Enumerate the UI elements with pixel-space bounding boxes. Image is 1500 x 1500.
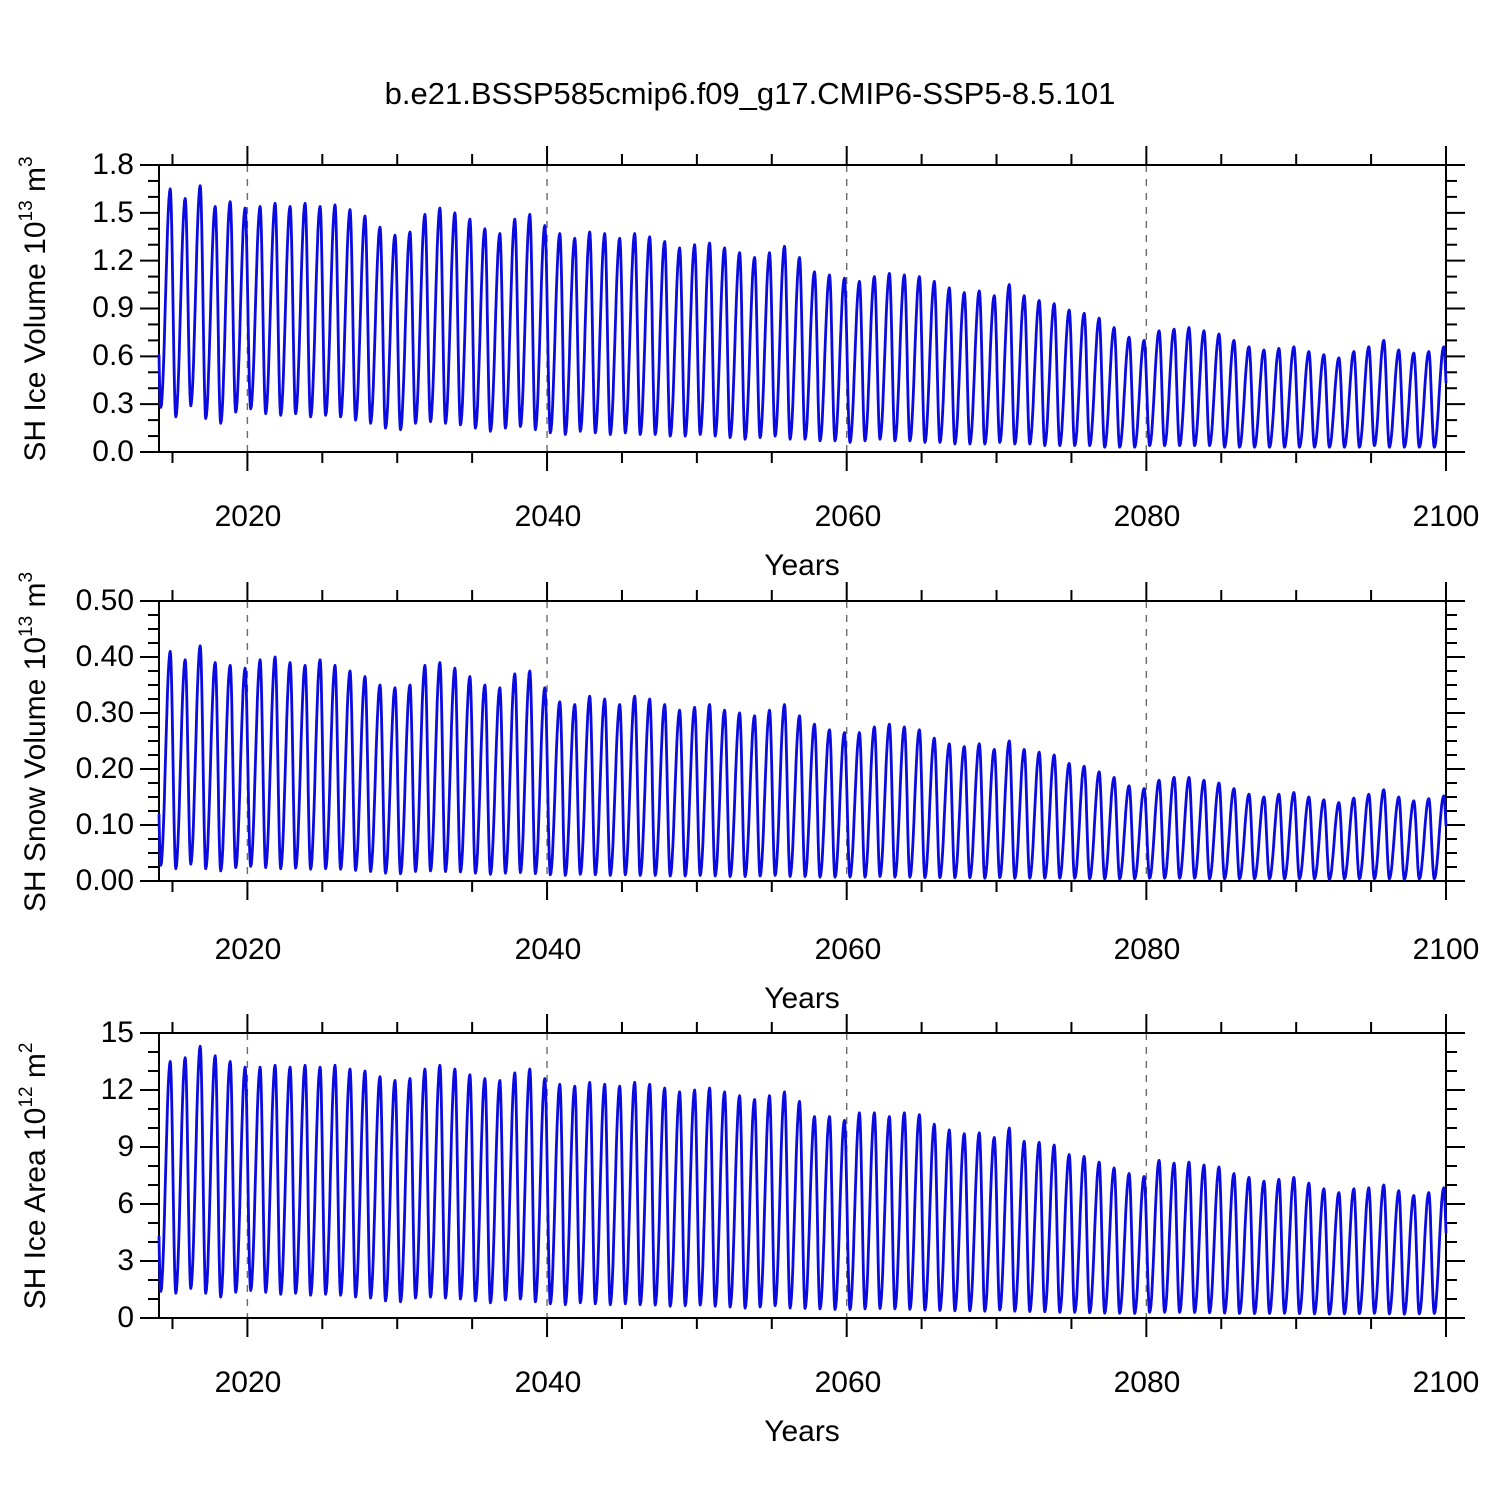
p2-xtick-label: 2040 [514,933,582,966]
p2-xtick-label: 2020 [214,933,282,966]
p2-ytick-label: 0.20 [75,752,134,785]
p1-ytick-label: 0.0 [92,435,134,468]
p1-xtick-label: 2080 [1113,500,1181,533]
p3-yaxis-title-unit-exp: 2 [16,1042,37,1054]
p3-xaxis-title: Years [764,1415,840,1448]
p1-xtick-label: 2100 [1412,500,1480,533]
p2-ytick-label: 0.10 [75,808,134,841]
p2-xtick-label: 2100 [1412,933,1480,966]
p2-xtick-label: 2060 [814,933,882,966]
p3-yaxis-title: SH Ice Area 1012 m2 [16,926,54,1426]
p2-yaxis-title-unit: m [19,582,52,616]
p2-yaxis-title-text: SH Snow Volume 10 [19,636,52,913]
p3-ytick-label: 3 [117,1244,134,1277]
p3-ytick-label: 0 [117,1301,134,1334]
p3-ytick-label: 9 [117,1130,134,1163]
p2-yaxis-title-exp: 13 [16,615,37,637]
p2-xtick-label: 2080 [1113,933,1181,966]
p3-xtick-label: 2060 [814,1366,882,1399]
p1-yaxis-title: SH Ice Volume 1013 m3 [16,59,54,559]
p2-xaxis-title: Years [764,982,840,1015]
p3-ytick-label: 15 [100,1016,134,1049]
p3-yaxis-title-text: SH Ice Area 10 [19,1107,52,1310]
p1-ytick-label: 0.3 [92,387,134,420]
p1-xtick-label: 2060 [814,500,882,533]
p1-yaxis-title-unit: m [19,166,52,201]
p3-xtick-label: 2040 [514,1366,582,1399]
series-line-bottom [157,1044,1448,1316]
p1-yaxis-title-unit-exp: 3 [16,156,37,167]
p2-ytick-label: 0.50 [75,584,134,617]
p1-ytick-label: 1.5 [92,196,134,229]
p2-ytick-label: 0.40 [75,640,134,673]
p1-xtick-label: 2040 [514,500,582,533]
figure-title: b.e21.BSSP585cmip6.f09_g17.CMIP6-SSP5-8.… [384,76,1116,111]
p1-ytick-label: 1.8 [92,148,134,181]
p2-ytick-label: 0.00 [75,864,134,897]
p1-xaxis-title: Years [764,549,840,582]
series-line-middle [157,644,1448,881]
p1-yaxis-title-text: SH Ice Volume 10 [19,221,52,462]
panel-frame [158,1032,1447,1319]
p2-yaxis-title: SH Snow Volume 1013 m3 [16,492,54,992]
p3-xtick-label: 2080 [1113,1366,1181,1399]
p3-ytick-label: 6 [117,1187,134,1220]
p1-ytick-label: 0.9 [92,291,134,324]
p3-xtick-label: 2020 [214,1366,282,1399]
p3-yaxis-title-exp: 12 [16,1086,37,1108]
p3-xtick-label: 2100 [1412,1366,1480,1399]
p1-ytick-label: 1.2 [92,244,134,277]
p3-ytick-label: 12 [100,1073,134,1106]
p2-ytick-label: 0.30 [75,696,134,729]
p3-yaxis-title-unit: m [19,1053,52,1087]
p2-yaxis-title-unit-exp: 3 [16,571,37,583]
p1-xtick-label: 2020 [214,500,282,533]
series-line-top [157,184,1448,449]
p1-yaxis-title-exp: 13 [16,200,37,222]
p1-ytick-label: 0.6 [92,339,134,372]
